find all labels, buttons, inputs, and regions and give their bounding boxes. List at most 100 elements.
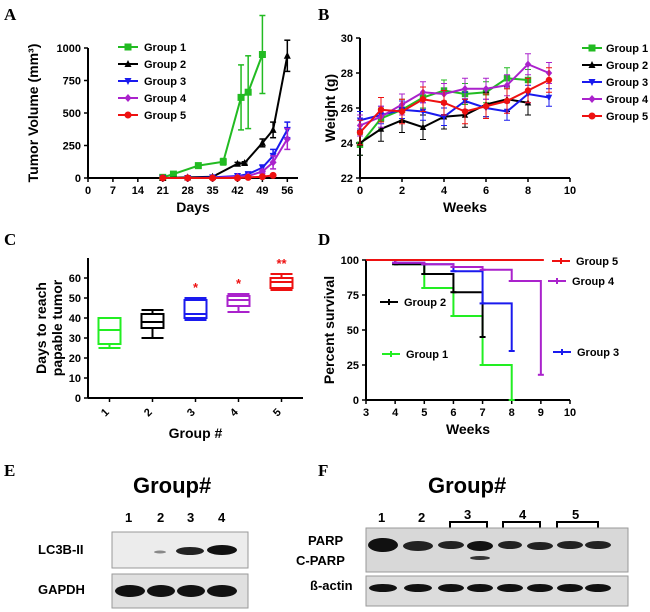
blot-e-band [115,585,145,597]
western-blot-e: Group# 1 2 3 4 LC3B-II GAPDH [38,473,249,609]
blot-f-band [497,584,523,592]
x-tick-label: 56 [281,185,293,197]
y-tick-label: 750 [63,76,81,88]
y-tick-label: 0 [353,395,359,407]
x-tick-label: 5 [421,407,427,419]
blot-e-band [154,550,166,554]
x-tick-label: 0 [85,185,91,197]
data-point [377,106,385,113]
data-point [461,85,469,93]
x-tick-label: 4 [392,407,399,419]
legend-label: Group 1 [606,43,648,55]
series-group-1 [366,259,515,401]
y-tick-label: 75 [347,290,359,302]
data-point [233,174,241,182]
data-point [233,159,241,167]
legend-label: Group 3 [577,347,619,359]
blot-f-band [467,584,493,592]
blot-f-band [368,538,398,552]
x-tick-label: 6 [483,185,489,197]
y-axis-title: Tumor Volume (mm³) [25,44,41,183]
data-point [124,111,132,119]
x-tick-label: 7 [110,185,116,197]
blot-e-title: Group# [133,473,211,498]
data-point [524,60,532,68]
box-group-2 [140,309,165,339]
data-point [461,108,469,115]
data-point [588,61,596,68]
data-point [269,125,277,133]
y-axis-title: Percent survival [321,276,337,384]
blot-e-row-label: LC3B-II [38,542,84,557]
blot-f-band [369,584,397,592]
x-tick-label: 42 [231,185,243,197]
blot-f-lane-label: 2 [418,510,425,525]
y-tick-label: 24 [341,138,354,150]
data-point [377,125,385,132]
data-point [482,103,490,110]
x-tick-label: 35 [206,185,218,197]
x-tick-label: 49 [256,185,268,197]
data-point [124,94,132,102]
data-point [209,174,217,182]
blot-f-row-label: C-PARP [296,553,345,568]
data-point [419,96,427,103]
series-line [359,79,550,134]
x-tick-label: 2 [142,406,155,419]
blot-f-lane-label: 1 [378,510,385,525]
blot-f-lane-brackets [449,521,599,532]
panel-letter-e: E [4,461,15,480]
data-point [258,167,266,176]
legend-label: Group 5 [576,256,618,268]
data-point [241,159,249,167]
data-point [194,162,202,170]
blot-f-membrane-top [365,527,629,573]
data-point [588,112,596,120]
x-axis-title: Days [176,199,210,215]
blot-e-band [177,585,205,597]
western-blot-f: Group# 1 2 3 4 5 PARP C-PARP ß-actin [296,473,629,607]
blot-f-band [438,541,464,549]
blot-e-lane-label: 1 [125,510,132,525]
x-tick-label: 14 [132,185,145,197]
significance-marker: * [193,280,199,295]
data-point [244,88,252,96]
x-tick-label: 10 [564,407,576,419]
y-tick-label: 50 [69,293,81,305]
y-tick-label: 0 [75,173,81,185]
box-group-1 [97,317,122,349]
data-point [482,85,490,93]
y-tick-label: 26 [341,103,353,115]
box-group-4 [226,293,251,313]
panel-letter-b: B [318,5,329,24]
series-group-5 [356,67,553,146]
x-tick-label: 8 [509,407,515,419]
y-tick-label: 50 [347,325,359,337]
y-tick-label: 60 [69,273,81,285]
x-tick-label: 8 [525,185,531,197]
data-point [124,78,132,85]
data-point [169,170,177,178]
y-tick-label: 1000 [57,43,81,55]
data-point [545,94,553,102]
x-axis-title: Weeks [443,199,487,215]
y-tick-label: 100 [341,255,359,267]
x-tick-label: 1 [99,406,112,419]
blot-f-band [585,541,611,549]
series-group-5 [159,171,277,182]
panel-letter-a: A [4,5,17,24]
data-point [545,76,553,84]
x-axis-title: Group # [169,425,223,441]
blot-f-band [470,556,490,560]
data-point [524,87,532,94]
legend-label: Group 4 [144,93,187,105]
blot-e-band [207,585,237,597]
blot-e-band [176,547,204,555]
y-tick-label: 28 [341,68,353,80]
legend-label: Group 3 [606,77,648,89]
y-axis-title-line: papable tumor [49,279,65,376]
box-group-5 [269,273,294,291]
legend-label: Group 5 [606,111,648,123]
